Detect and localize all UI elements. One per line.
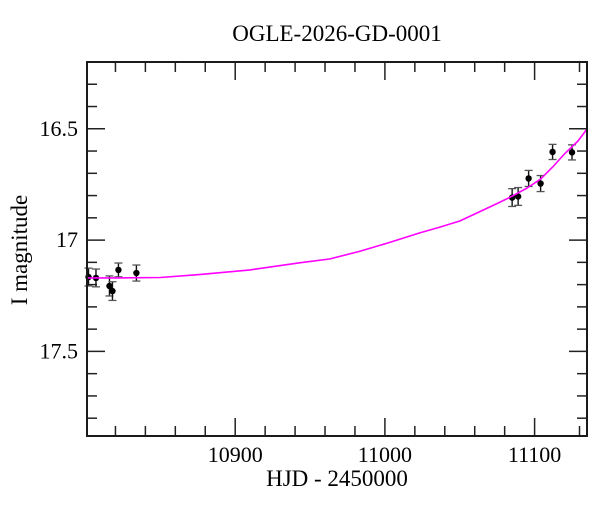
data-point: [514, 193, 522, 200]
y-tick-label: 17.5: [40, 338, 79, 363]
data-point: [133, 269, 140, 277]
data-point: [549, 148, 556, 156]
data-point: [568, 149, 576, 156]
y-tick-label: 17: [56, 227, 78, 252]
axis-ticks: [87, 62, 587, 436]
tick-labels: 10900 11000 11100 16.5 17 17.5: [40, 116, 562, 467]
data-point: [537, 180, 544, 187]
model-curve: [86, 128, 588, 279]
data-point: [525, 175, 532, 182]
x-tick-label: 11000: [358, 442, 412, 467]
data-point: [109, 287, 116, 295]
x-tick-label: 10900: [208, 442, 263, 467]
plot-frame: [86, 61, 588, 437]
x-axis-title: HJD - 2450000: [266, 466, 408, 491]
data-point: [106, 282, 113, 290]
x-tick-label: 11100: [508, 442, 561, 467]
y-tick-label: 16.5: [40, 116, 79, 141]
chart-title: OGLE-2026-GD-0001: [232, 21, 442, 46]
data-point: [115, 266, 122, 274]
